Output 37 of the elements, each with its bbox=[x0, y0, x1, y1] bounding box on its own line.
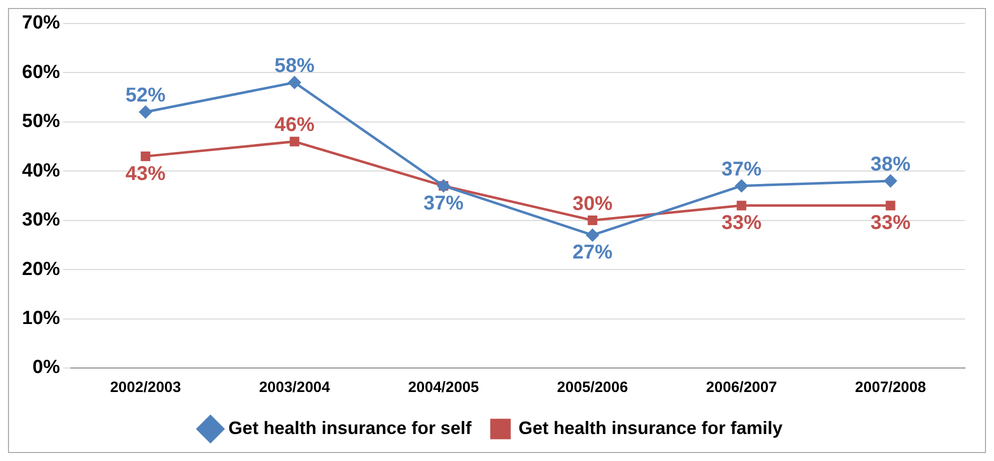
x-tick-label: 2004/2005 bbox=[408, 379, 479, 396]
legend-label: Get health insurance for family bbox=[518, 418, 783, 438]
point bbox=[140, 152, 150, 162]
y-tick-label: 30% bbox=[22, 210, 60, 231]
point bbox=[586, 228, 599, 242]
data-label: 33% bbox=[721, 212, 762, 234]
y-tick-label: 20% bbox=[22, 258, 60, 280]
data-label: 30% bbox=[572, 192, 613, 215]
y-tick-label: 0% bbox=[32, 357, 60, 378]
x-tick-label: 2006/2007 bbox=[706, 379, 777, 396]
y-tick-label: 70% bbox=[22, 12, 60, 34]
y-tick-label: 60% bbox=[22, 62, 60, 83]
point bbox=[588, 216, 598, 226]
data-label: 43% bbox=[126, 162, 166, 185]
data-label: 33% bbox=[870, 212, 911, 234]
point bbox=[886, 200, 896, 210]
data-label: 37% bbox=[424, 192, 464, 214]
point bbox=[288, 76, 301, 89]
data-label: 27% bbox=[572, 242, 613, 264]
data-label: 38% bbox=[870, 153, 911, 176]
x-tick-label: 2002/2003 bbox=[110, 379, 181, 396]
point bbox=[139, 106, 152, 118]
y-tick-label: 50% bbox=[22, 111, 60, 132]
x-tick-label: 2007/2008 bbox=[855, 379, 926, 396]
x-tick-label: 2005/2006 bbox=[557, 379, 628, 396]
point bbox=[290, 136, 300, 146]
data-label: 52% bbox=[126, 84, 166, 107]
data-label: 46% bbox=[274, 114, 315, 136]
point bbox=[884, 174, 897, 188]
point bbox=[735, 180, 748, 192]
x-tick-label: 2003/2004 bbox=[259, 379, 331, 396]
y-tick-label: 40% bbox=[22, 160, 60, 182]
legend-label: Get health insurance for self bbox=[228, 418, 473, 438]
data-label: 37% bbox=[721, 158, 762, 180]
point bbox=[736, 200, 746, 210]
y-tick-label: 10% bbox=[22, 308, 60, 330]
data-label: 58% bbox=[274, 54, 315, 77]
